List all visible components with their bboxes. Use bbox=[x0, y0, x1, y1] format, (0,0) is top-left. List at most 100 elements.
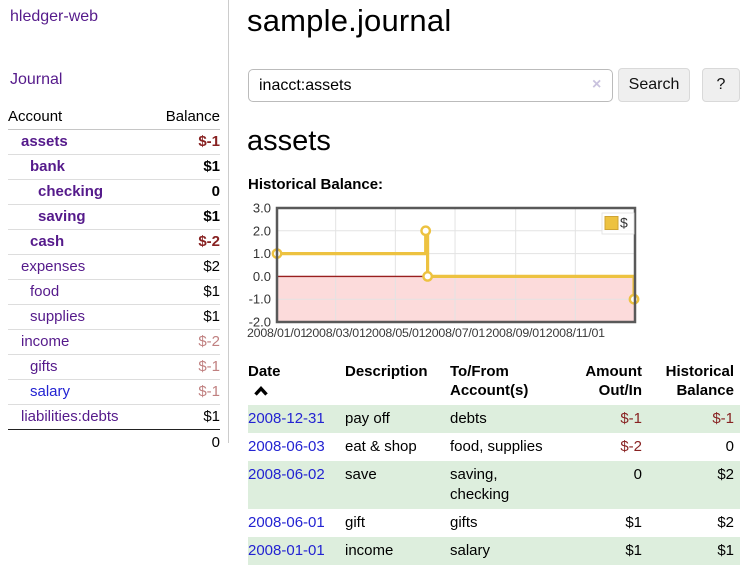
x-tick-label: 2008/01/01 bbox=[247, 326, 307, 340]
account-row: salary $-1 bbox=[8, 379, 220, 405]
account-link[interactable]: assets bbox=[21, 133, 68, 150]
transaction-description: income bbox=[345, 542, 394, 559]
account-row: liabilities:debts $1 bbox=[8, 404, 220, 430]
transaction-description: pay off bbox=[345, 410, 390, 427]
transaction-balance: $1 bbox=[717, 542, 734, 559]
data-point-marker bbox=[420, 225, 432, 237]
accounts-total-spacer bbox=[8, 429, 151, 455]
account-link[interactable]: food bbox=[30, 283, 60, 300]
account-balance: $1 bbox=[150, 304, 220, 330]
account-balance: $1 bbox=[150, 404, 220, 430]
account-link[interactable]: cash bbox=[30, 233, 65, 250]
transaction-accounts: gifts bbox=[450, 514, 478, 531]
register-col-tofrom: To/From Account(s) bbox=[450, 363, 529, 399]
legend-label: $ bbox=[620, 215, 628, 231]
transaction-accounts: food, supplies bbox=[450, 438, 543, 455]
x-tick-label: 2008/11/01 bbox=[546, 326, 605, 340]
account-heading: assets bbox=[247, 125, 331, 157]
transaction-amount: $-2 bbox=[620, 438, 642, 455]
account-balance: $-2 bbox=[150, 329, 220, 355]
transaction-date-link[interactable]: 2008-01-01 bbox=[248, 542, 325, 559]
transaction-description: gift bbox=[345, 514, 366, 531]
account-row: expenses $2 bbox=[8, 254, 220, 280]
account-row: income $-2 bbox=[8, 329, 220, 355]
transaction-amount: $-1 bbox=[620, 410, 642, 427]
clear-search-icon[interactable]: × bbox=[592, 76, 602, 93]
register-table: Date Description To/From Account(s) Amount Ou… bbox=[248, 360, 740, 565]
transaction-balance: 0 bbox=[725, 438, 734, 455]
transaction-description: eat & shop bbox=[345, 438, 417, 455]
y-tick-label: -2.0 bbox=[249, 315, 271, 330]
account-balance: $-2 bbox=[150, 229, 220, 255]
account-balance: $1 bbox=[150, 154, 220, 180]
search-bar: × Search ? bbox=[248, 68, 742, 102]
transaction-date-link[interactable]: 2008-12-31 bbox=[248, 410, 325, 427]
y-tick-label: 1.0 bbox=[253, 246, 271, 261]
accounts-header-row: Account Balance bbox=[8, 103, 220, 130]
transaction-row: 2008-06-02 save saving, checking 0 $2 bbox=[248, 461, 740, 509]
account-row: food $1 bbox=[8, 279, 220, 305]
account-row: assets $-1 bbox=[8, 130, 220, 155]
transaction-description: save bbox=[345, 466, 377, 483]
transaction-date-link[interactable]: 2008-06-02 bbox=[248, 466, 325, 483]
accounts-col-balance: Balance bbox=[150, 103, 220, 130]
sidebar: hledger-web Journal Account Balance asse… bbox=[0, 0, 229, 455]
account-link[interactable]: salary bbox=[30, 383, 71, 400]
account-link[interactable]: saving bbox=[38, 208, 86, 225]
account-balance: $1 bbox=[150, 204, 220, 230]
account-row: saving $1 bbox=[8, 204, 220, 230]
page-title: sample.journal bbox=[247, 3, 452, 38]
account-balance: $1 bbox=[150, 279, 220, 305]
x-tick-label: 2008/09/01 bbox=[486, 326, 546, 340]
transaction-amount: $1 bbox=[625, 514, 642, 531]
transaction-amount: $1 bbox=[625, 542, 642, 559]
transaction-row: 2008-12-31 pay off debts $-1 $-1 bbox=[248, 405, 740, 433]
sidebar-item-journal[interactable]: Journal bbox=[10, 71, 63, 88]
transaction-date-link[interactable]: 2008-06-01 bbox=[248, 514, 325, 531]
account-link[interactable]: supplies bbox=[30, 308, 86, 325]
account-link[interactable]: liabilities:debts bbox=[21, 408, 119, 425]
y-tick-label: -1.0 bbox=[249, 292, 271, 307]
transaction-balance: $2 bbox=[717, 514, 734, 531]
help-button[interactable]: ? bbox=[702, 68, 740, 102]
account-row: checking 0 bbox=[8, 179, 220, 205]
y-tick-label: 3.0 bbox=[253, 201, 271, 216]
account-balance: $-1 bbox=[150, 379, 220, 405]
transaction-date-link[interactable]: 2008-06-03 bbox=[248, 438, 325, 455]
x-tick-label: 2008/03/01 bbox=[306, 326, 366, 340]
historical-balance-chart: 3.0 2.0 1.0 0.0 -1.0 -2.0 2008/01/01 2008/03/01… bbox=[240, 200, 742, 350]
transaction-balance: $-1 bbox=[712, 410, 734, 427]
transaction-balance: $2 bbox=[717, 466, 734, 483]
account-balance: $-1 bbox=[150, 354, 220, 380]
app-title-link[interactable]: hledger-web bbox=[10, 8, 99, 25]
register-col-description: Description bbox=[345, 363, 428, 380]
account-link[interactable]: expenses bbox=[21, 258, 86, 275]
y-tick-label: 0.0 bbox=[253, 269, 271, 284]
transaction-row: 2008-06-01 gift gifts $1 $2 bbox=[248, 509, 740, 537]
account-balance: $-1 bbox=[198, 133, 220, 150]
x-tick-label: 2008/05/01 bbox=[365, 326, 425, 340]
register-col-historical: Historical Balance bbox=[665, 363, 734, 399]
account-link[interactable]: income bbox=[21, 333, 70, 350]
chart-svg: 3.0 2.0 1.0 0.0 -1.0 -2.02008/01/012008/03/01… bbox=[247, 201, 640, 340]
sort-ascending-icon[interactable] bbox=[254, 385, 268, 396]
account-link[interactable]: checking bbox=[38, 183, 104, 200]
account-link[interactable]: gifts bbox=[30, 358, 58, 375]
accounts-total-value: 0 bbox=[150, 429, 220, 455]
y-tick-label: 2.0 bbox=[253, 223, 271, 238]
search-button[interactable]: Search bbox=[618, 68, 690, 102]
plot-border bbox=[275, 206, 637, 324]
register-col-date[interactable]: Date bbox=[248, 360, 345, 405]
chart-title: Historical Balance: bbox=[248, 176, 384, 193]
account-balance: 0 bbox=[150, 179, 220, 205]
accounts-total-row: 0 bbox=[8, 429, 220, 455]
transaction-accounts: saving, checking bbox=[450, 466, 510, 503]
accounts-table: Account Balance assets $-1 bank $1 checking 0… bbox=[8, 103, 220, 455]
register-header-row: Date Description To/From Account(s) Amount Ou… bbox=[248, 360, 740, 405]
account-balance: $2 bbox=[150, 254, 220, 280]
account-row: supplies $1 bbox=[8, 304, 220, 330]
search-input[interactable] bbox=[248, 69, 613, 102]
transaction-accounts: salary bbox=[450, 542, 491, 559]
account-link[interactable]: bank bbox=[30, 158, 66, 175]
account-row: gifts $-1 bbox=[8, 354, 220, 380]
